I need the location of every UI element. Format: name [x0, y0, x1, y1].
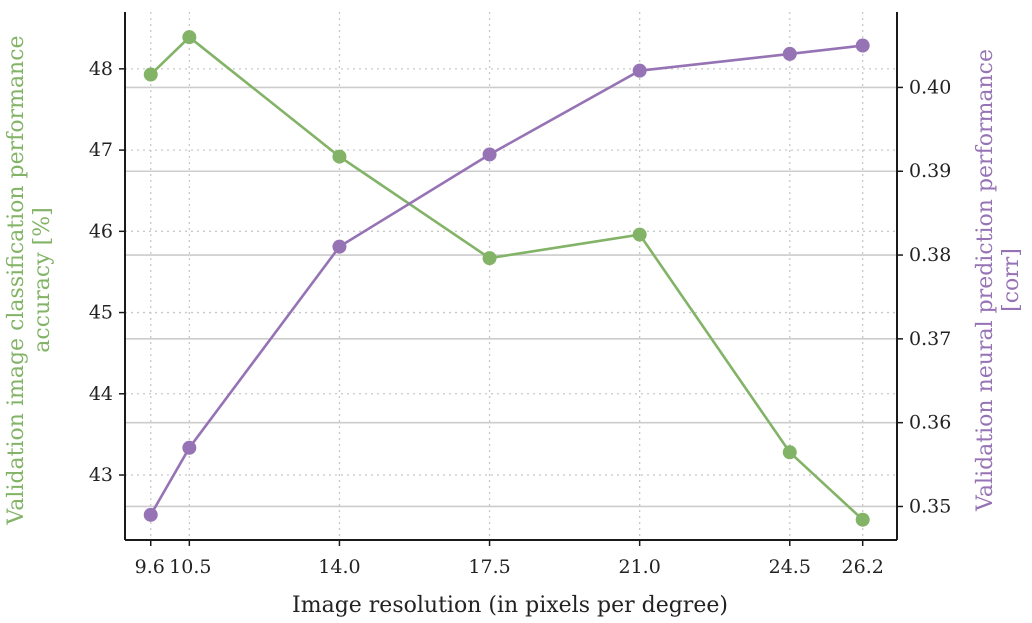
y-left-tick-label: 44	[89, 383, 113, 405]
y-right-tick-label: 0.39	[909, 160, 951, 182]
y-left-tick-label: 47	[89, 139, 113, 161]
series-left	[143, 30, 870, 527]
grid	[125, 12, 897, 540]
point-right	[782, 46, 797, 61]
right-axis-label-line2: [corr]	[999, 248, 1024, 312]
point-left	[632, 227, 647, 242]
right-axis-label-2: [corr]	[999, 248, 1024, 312]
point-left	[482, 251, 497, 266]
point-left	[182, 30, 197, 45]
axes	[124, 12, 898, 541]
left-axis-label-line2: accuracy [%]	[30, 207, 55, 352]
series-line-right	[149, 44, 863, 516]
point-left	[143, 67, 158, 82]
x-tick-label: 24.5	[769, 556, 811, 578]
x-axis-label: Image resolution (in pixels per degree)	[292, 593, 728, 618]
point-left	[782, 445, 797, 460]
y-right-tick-label: 0.38	[909, 244, 951, 266]
point-right	[855, 38, 870, 53]
series-line-left	[149, 35, 864, 521]
series-right	[143, 38, 870, 522]
point-right	[143, 507, 158, 522]
y-left-tick-label: 45	[89, 302, 113, 324]
x-tick-label: 9.6	[135, 556, 165, 578]
ticks: 9.6 10.5 14.0 17.5 21.0 24.5 26.2 43 44 45 46 47 48 0…	[89, 58, 952, 578]
x-tick-label: 14.0	[318, 556, 360, 578]
x-tick-label: 17.5	[468, 556, 510, 578]
right-axis-label-line1: Validation neural prediction performance	[973, 49, 998, 512]
y-right-tick-label: 0.37	[909, 328, 951, 350]
y-right-tick-label: 0.40	[909, 76, 951, 98]
y-right-tick-label: 0.36	[909, 412, 951, 434]
y-left-tick-label: 43	[89, 464, 113, 486]
y-right-tick-label: 0.35	[909, 495, 951, 517]
point-right	[482, 147, 497, 162]
left-axis-label-2: accuracy [%]	[30, 207, 55, 352]
point-right	[182, 440, 197, 455]
left-axis-label: Validation image classification performa…	[4, 35, 29, 525]
point-right	[632, 63, 647, 78]
point-left	[332, 149, 347, 164]
left-axis-label-line1: Validation image classification performa…	[4, 35, 29, 525]
y-left-tick-label: 48	[89, 58, 113, 80]
point-left	[855, 512, 870, 527]
point-right	[332, 239, 347, 254]
x-tick-label: 26.2	[842, 556, 884, 578]
right-axis-label: Validation neural prediction performance	[973, 49, 998, 512]
x-tick-label: 21.0	[619, 556, 661, 578]
series-layer	[143, 30, 870, 527]
x-tick-label: 10.5	[169, 556, 211, 578]
y-left-tick-label: 46	[89, 220, 113, 242]
